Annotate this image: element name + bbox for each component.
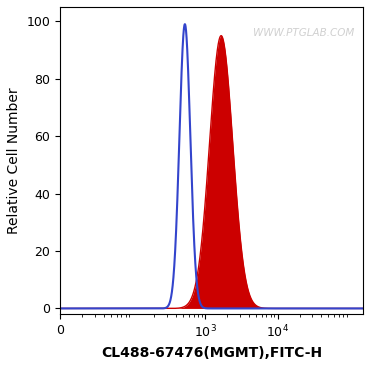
Y-axis label: Relative Cell Number: Relative Cell Number	[7, 87, 21, 234]
Text: WWW.PTGLAB.COM: WWW.PTGLAB.COM	[253, 29, 354, 39]
X-axis label: CL488-67476(MGMT),FITC-H: CL488-67476(MGMT),FITC-H	[101, 346, 322, 360]
